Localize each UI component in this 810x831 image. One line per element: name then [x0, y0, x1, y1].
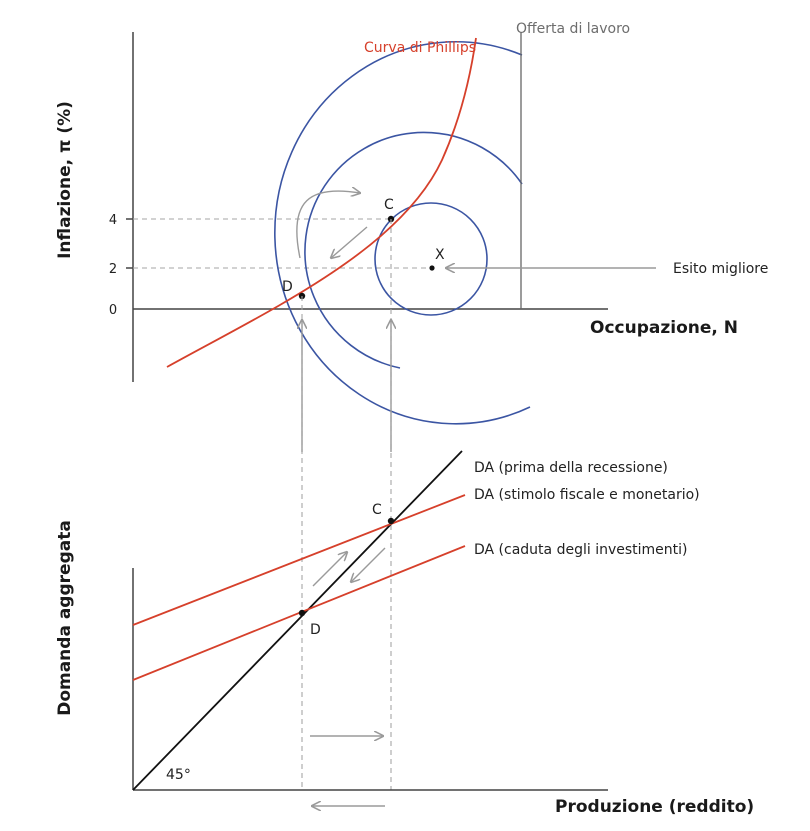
- arrow-d-to-c-bottom: [312, 552, 347, 587]
- tick-label-4: 4: [109, 213, 117, 228]
- arrow-c-to-d-bottom: [351, 547, 386, 582]
- point-c-bottom: [387, 517, 395, 525]
- point-c-bottom-label: C: [372, 502, 382, 518]
- angle-label: 45°: [166, 767, 191, 783]
- da-stimulus-line: [132, 494, 466, 626]
- point-x-label: X: [435, 247, 445, 263]
- phillips-curve-label: Curva di Phillips: [364, 40, 476, 56]
- bottom-chart: 45° DA (prima della recessione) DA (stim…: [55, 450, 754, 817]
- point-d-top-label: D: [282, 279, 293, 295]
- arrow-c-to-d: [331, 226, 368, 258]
- labor-supply-label: Offerta di lavoro: [516, 21, 630, 37]
- bottom-y-axis-title: Domanda aggregata: [55, 520, 75, 716]
- top-y-axis-title: Inflazione, π (%): [55, 101, 75, 259]
- da-before-label: DA (prima della recessione): [474, 460, 668, 476]
- top-chart: 4 2 0 Offerta di lavoro Curva di Phillip…: [55, 21, 768, 425]
- bottom-x-axis-title: Produzione (reddito): [555, 797, 754, 817]
- top-x-axis-title: Occupazione, N: [590, 318, 738, 338]
- tick-label-2: 2: [109, 262, 117, 277]
- phillips-curve: [166, 37, 477, 368]
- point-c-top-label: C: [384, 197, 394, 213]
- iso-circle-inner: [374, 202, 488, 316]
- point-d-bottom: [298, 609, 306, 617]
- iso-circle-middle: [304, 131, 523, 369]
- best-outcome-label: Esito migliore: [673, 261, 768, 277]
- da-stimulus-label: DA (stimolo fiscale e monetario): [474, 487, 700, 503]
- line-45-degree: [132, 450, 463, 791]
- point-x: [429, 265, 435, 271]
- arrow-d-to-c-curved: [296, 191, 360, 259]
- tick-label-0: 0: [109, 303, 117, 318]
- iso-circle-outer: [274, 41, 531, 425]
- point-d-bottom-label: D: [310, 622, 321, 638]
- da-investment-label: DA (caduta degli investimenti): [474, 542, 688, 558]
